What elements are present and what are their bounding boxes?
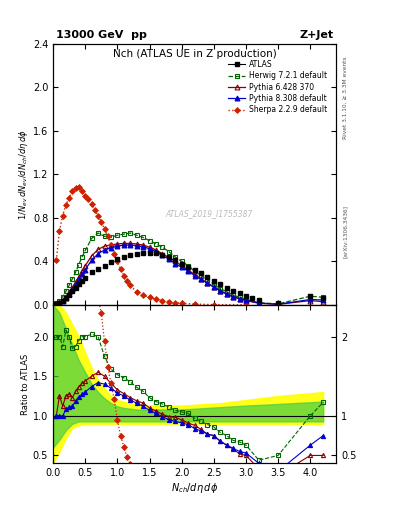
Text: ATLAS_2019_I1755387: ATLAS_2019_I1755387 <box>165 209 252 218</box>
Text: Rivet 3.1.10, ≥ 3.3M events: Rivet 3.1.10, ≥ 3.3M events <box>343 56 348 139</box>
Text: [arXiv:1306.3436]: [arXiv:1306.3436] <box>343 205 348 258</box>
Y-axis label: $1/N_{ev}\,dN_{ev}/dN_{ch}/d\eta\,d\phi$: $1/N_{ev}\,dN_{ev}/dN_{ch}/d\eta\,d\phi$ <box>17 129 30 220</box>
X-axis label: $N_{ch}/d\eta\,d\phi$: $N_{ch}/d\eta\,d\phi$ <box>171 481 218 495</box>
Text: Nch (ATLAS UE in Z production): Nch (ATLAS UE in Z production) <box>113 49 276 59</box>
Text: Z+Jet: Z+Jet <box>299 30 333 39</box>
Text: 13000 GeV  pp: 13000 GeV pp <box>56 30 147 39</box>
Y-axis label: Ratio to ATLAS: Ratio to ATLAS <box>21 353 30 415</box>
Legend: ATLAS, Herwig 7.2.1 default, Pythia 6.428 370, Pythia 8.308 default, Sherpa 2.2.: ATLAS, Herwig 7.2.1 default, Pythia 6.42… <box>226 58 329 117</box>
